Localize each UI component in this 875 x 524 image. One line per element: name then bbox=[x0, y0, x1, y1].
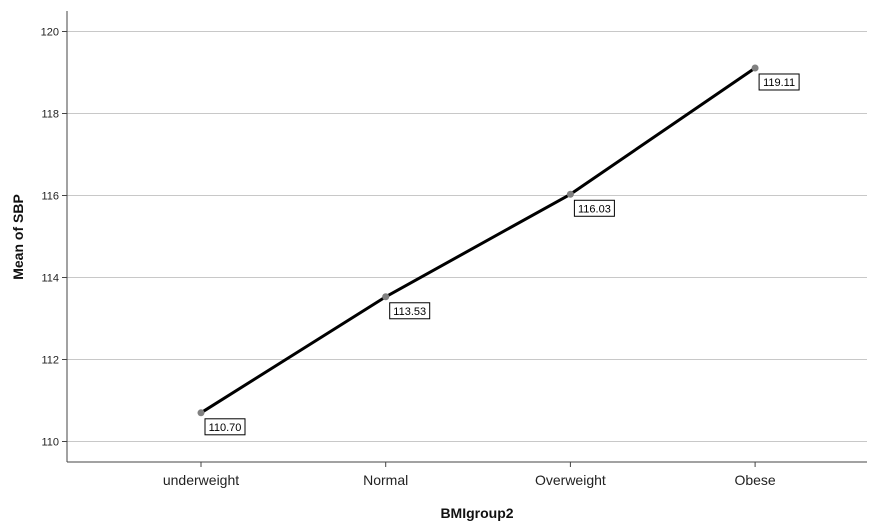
y-tick-label: 110 bbox=[41, 437, 59, 449]
y-tick-label: 118 bbox=[41, 109, 59, 121]
data-label-box bbox=[389, 302, 431, 320]
x-axis-title: BMIgroup2 bbox=[440, 505, 513, 521]
x-tick-label: Obese bbox=[734, 472, 775, 488]
data-label: 119.11 bbox=[758, 73, 800, 91]
data-label-text: 116.03 bbox=[578, 203, 611, 215]
data-point bbox=[566, 190, 574, 198]
x-tick-label: underweight bbox=[163, 472, 239, 488]
data-point bbox=[197, 409, 205, 417]
y-tick-labels: 110 112 114 116 118 120 bbox=[41, 27, 67, 449]
y-tick-label: 114 bbox=[41, 273, 59, 285]
x-tick-label: Normal bbox=[363, 472, 408, 488]
data-labels: 110.70 113.53 116.03 119.11 bbox=[204, 73, 800, 436]
y-tick-label: 120 bbox=[41, 27, 59, 39]
gridlines bbox=[67, 31, 867, 442]
data-label-text: 113.53 bbox=[393, 306, 426, 318]
x-tick-label: Overweight bbox=[535, 472, 606, 488]
data-label: 110.70 bbox=[204, 418, 246, 436]
series-line bbox=[200, 66, 756, 415]
data-label-box bbox=[204, 418, 246, 436]
data-point bbox=[382, 293, 390, 301]
data-point bbox=[751, 64, 759, 72]
data-label: 116.03 bbox=[573, 199, 615, 217]
x-tick-labels: underweight Normal Overweight Obese bbox=[163, 462, 776, 488]
y-axis-title: Mean of SBP bbox=[10, 194, 26, 280]
data-label-text: 110.70 bbox=[209, 422, 242, 434]
y-tick-label: 116 bbox=[41, 191, 59, 203]
y-tick-label: 112 bbox=[41, 355, 59, 367]
data-label-box bbox=[758, 73, 800, 91]
data-label: 113.53 bbox=[389, 302, 431, 320]
data-label-box bbox=[573, 199, 615, 217]
data-points bbox=[197, 64, 759, 417]
data-label-text: 119.11 bbox=[763, 77, 795, 89]
